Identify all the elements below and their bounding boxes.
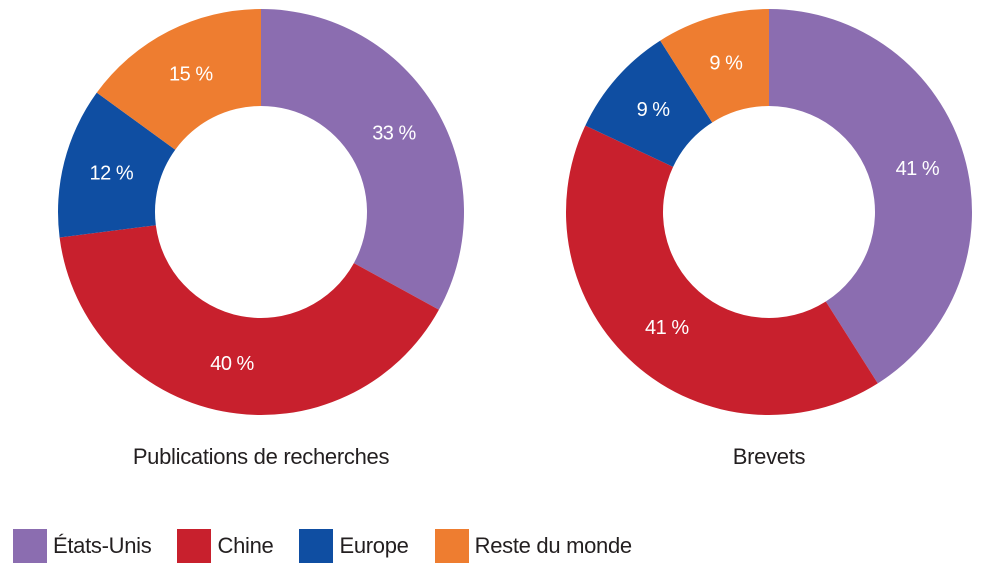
brevets-slice-etats-unis (769, 9, 972, 384)
legend: États-Unis Chine Europe Reste du monde (13, 529, 658, 563)
legend-item-reste-du-monde: Reste du monde (434, 529, 633, 563)
publications-slice-chine (59, 225, 439, 415)
legend-item-chine: Chine (177, 529, 274, 563)
brevets-label-etats-unis: 41 % (896, 158, 940, 180)
donut-chart-brevets: 41 % 41 % 9 % 9 % (566, 9, 972, 415)
brevets-label-europe: 9 % (637, 99, 671, 121)
brevets-label-reste-du-monde: 9 % (709, 53, 743, 75)
legend-label-chine: Chine (217, 533, 274, 558)
brevets-slice-reste-du-monde (660, 9, 769, 123)
donut-chart-publications: 33 % 40 % 12 % 15 % (58, 9, 464, 415)
chart-title-publications: Publications de recherches (132, 444, 390, 469)
brevets-slice-chine (566, 125, 878, 415)
legend-label-etats-unis: États-Unis (53, 533, 152, 558)
publications-label-chine: 40 % (210, 353, 254, 375)
publications-slice-reste-du-monde (96, 9, 261, 150)
legend-swatch-europe (299, 529, 334, 563)
legend-item-etats-unis: États-Unis (13, 529, 152, 563)
publications-label-europe: 12 % (90, 163, 134, 185)
brevets-slice-europe (585, 40, 713, 167)
legend-label-reste-du-monde: Reste du monde (474, 533, 633, 558)
publications-slice-europe (58, 92, 176, 238)
legend-item-europe: Europe (299, 529, 409, 563)
legend-swatch-reste-du-monde (434, 529, 469, 563)
legend-label-europe: Europe (339, 533, 409, 558)
publications-label-reste-du-monde: 15 % (169, 63, 213, 85)
publications-label-etats-unis: 33 % (372, 122, 416, 144)
chart-title-brevets: Brevets (732, 444, 806, 469)
publications-slice-etats-unis (261, 9, 464, 310)
legend-swatch-etats-unis (13, 529, 47, 563)
brevets-label-chine: 41 % (645, 317, 689, 339)
legend-swatch-chine (177, 529, 212, 563)
